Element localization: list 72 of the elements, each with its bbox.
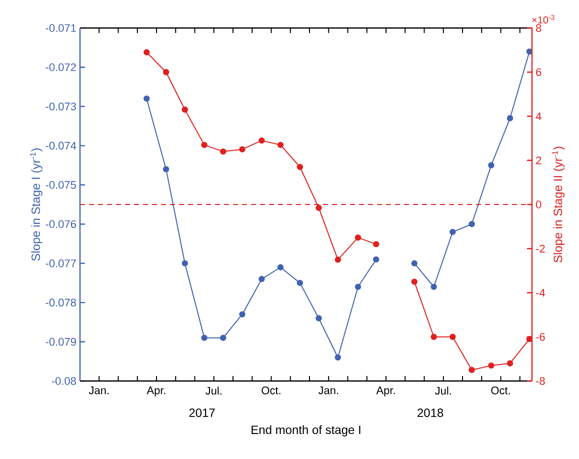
point <box>201 334 208 341</box>
y2-tick-label: 8 <box>536 24 542 32</box>
point <box>239 146 246 152</box>
point <box>450 228 456 236</box>
y2-axis-title: Slope in Stage II (yr$^{-1}$) <box>552 146 565 262</box>
point <box>468 221 475 228</box>
point <box>430 284 437 290</box>
point <box>316 315 322 322</box>
point <box>506 115 514 122</box>
y-tick-label: -0.078 <box>46 298 76 306</box>
x-axis-title: End month of stage I <box>252 425 360 436</box>
y2-tick-label: -2 <box>536 244 545 252</box>
y-tick-label: -0.074 <box>46 142 76 150</box>
point <box>296 164 304 170</box>
y-tick-label: -0.076 <box>46 220 76 228</box>
x-tick-label: Apr. <box>146 386 166 396</box>
y-tick-label: -0.073 <box>46 102 76 110</box>
text: ×10$^{-3}$ <box>532 14 554 24</box>
x-tick-label: Jul. <box>205 386 222 395</box>
x-tick-label: Jan. <box>88 386 109 394</box>
point <box>277 142 284 148</box>
y2-tick-label: 2 <box>536 156 542 164</box>
point <box>354 234 362 241</box>
point <box>430 334 437 340</box>
point <box>373 241 380 248</box>
point <box>182 106 188 113</box>
point <box>144 49 150 56</box>
y-tick-label: -0.075 <box>46 181 76 189</box>
y-axis-title: Slope in Stage I (yr$^{-1}$) <box>30 148 42 261</box>
point <box>488 362 494 369</box>
point <box>182 260 188 266</box>
point <box>468 366 475 374</box>
point <box>277 264 284 270</box>
point <box>316 204 322 211</box>
y-tick-label: -0.08 <box>52 377 76 385</box>
point <box>220 334 226 341</box>
x-tick-label: Oct. <box>491 386 510 394</box>
text: 2017 <box>189 408 215 418</box>
y2-tick-label: -4 <box>536 288 545 297</box>
point <box>450 334 456 340</box>
text: 2018 <box>418 408 444 418</box>
point <box>334 256 341 263</box>
point <box>162 69 170 76</box>
y-tick-label: -0.079 <box>46 338 76 346</box>
point <box>258 276 265 282</box>
y-tick-label: -0.071 <box>46 24 76 32</box>
x-tick-label: Apr. <box>376 386 395 396</box>
point <box>488 162 494 168</box>
point <box>296 280 304 286</box>
y2-tick-label: -6 <box>536 332 545 341</box>
point <box>411 278 418 285</box>
x-tick-label: Jul. <box>435 386 451 395</box>
y2-tick-label: 6 <box>536 68 542 76</box>
x-tick-label: Jan. <box>318 386 338 394</box>
y-tick-label: -0.077 <box>46 259 76 268</box>
point <box>220 148 226 155</box>
y2-tick-label: -8 <box>536 377 545 385</box>
point <box>144 96 150 102</box>
point <box>526 336 533 342</box>
point <box>373 256 380 263</box>
y2-tick-label: 4 <box>536 112 542 120</box>
point <box>162 166 170 172</box>
x-tick-label: Oct. <box>262 386 280 394</box>
point <box>334 354 341 361</box>
point <box>354 284 362 290</box>
y2-tick-label: 0 <box>536 200 542 208</box>
point <box>411 260 418 266</box>
point <box>258 137 265 144</box>
point <box>506 360 514 366</box>
y-tick-label: -0.072 <box>46 63 76 72</box>
point <box>239 311 246 318</box>
point <box>201 142 208 148</box>
